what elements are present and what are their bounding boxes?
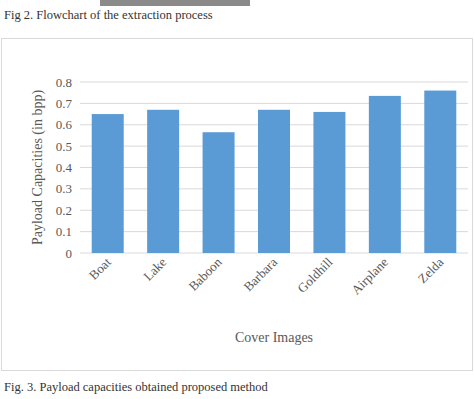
y-tick-label: 0.6 xyxy=(56,117,73,132)
chart-frame xyxy=(2,39,473,371)
y-tick-label: 0.3 xyxy=(56,181,72,196)
x-axis-title: Cover Images xyxy=(235,330,313,345)
grid xyxy=(80,82,468,253)
x-tick-label: Zelda xyxy=(415,254,447,286)
bar xyxy=(147,110,179,253)
y-axis-title: Payload Capacities (in bpp) xyxy=(30,90,46,245)
x-tick-label: Lake xyxy=(140,254,169,283)
bar xyxy=(203,132,235,253)
chart-root: Fig 2. Flowchart of the extraction proce… xyxy=(0,0,474,399)
bar xyxy=(424,91,456,253)
x-tick-label: Boat xyxy=(86,254,114,282)
caption: Fig. 3. Payload capacities obtained prop… xyxy=(4,380,269,394)
bar xyxy=(92,114,124,253)
y-tick-label: 0.2 xyxy=(56,203,72,218)
bars xyxy=(92,91,457,253)
y-tick-label: 0.5 xyxy=(56,139,72,154)
x-tick-label: Baboon xyxy=(185,254,225,294)
y-tick-label: 0 xyxy=(66,246,73,261)
grid-line xyxy=(80,103,468,104)
y-tick-label: 0.7 xyxy=(56,96,73,111)
x-tick-label: Airplane xyxy=(348,254,391,297)
y-tick-label: 0.8 xyxy=(56,75,72,90)
previous-figure-strip xyxy=(100,0,250,6)
grid-line xyxy=(80,82,468,83)
x-tick-label: Goldhill xyxy=(294,254,336,296)
bar xyxy=(258,110,290,253)
x-tick-label: Barbara xyxy=(240,254,280,294)
y-tick-label: 0.1 xyxy=(56,224,72,239)
y-tick-label: 0.4 xyxy=(56,160,73,175)
caption: Fig 2. Flowchart of the extraction proce… xyxy=(4,8,213,22)
bar xyxy=(313,112,345,253)
chart-svg: Fig 2. Flowchart of the extraction proce… xyxy=(0,0,474,399)
bar xyxy=(369,96,401,253)
